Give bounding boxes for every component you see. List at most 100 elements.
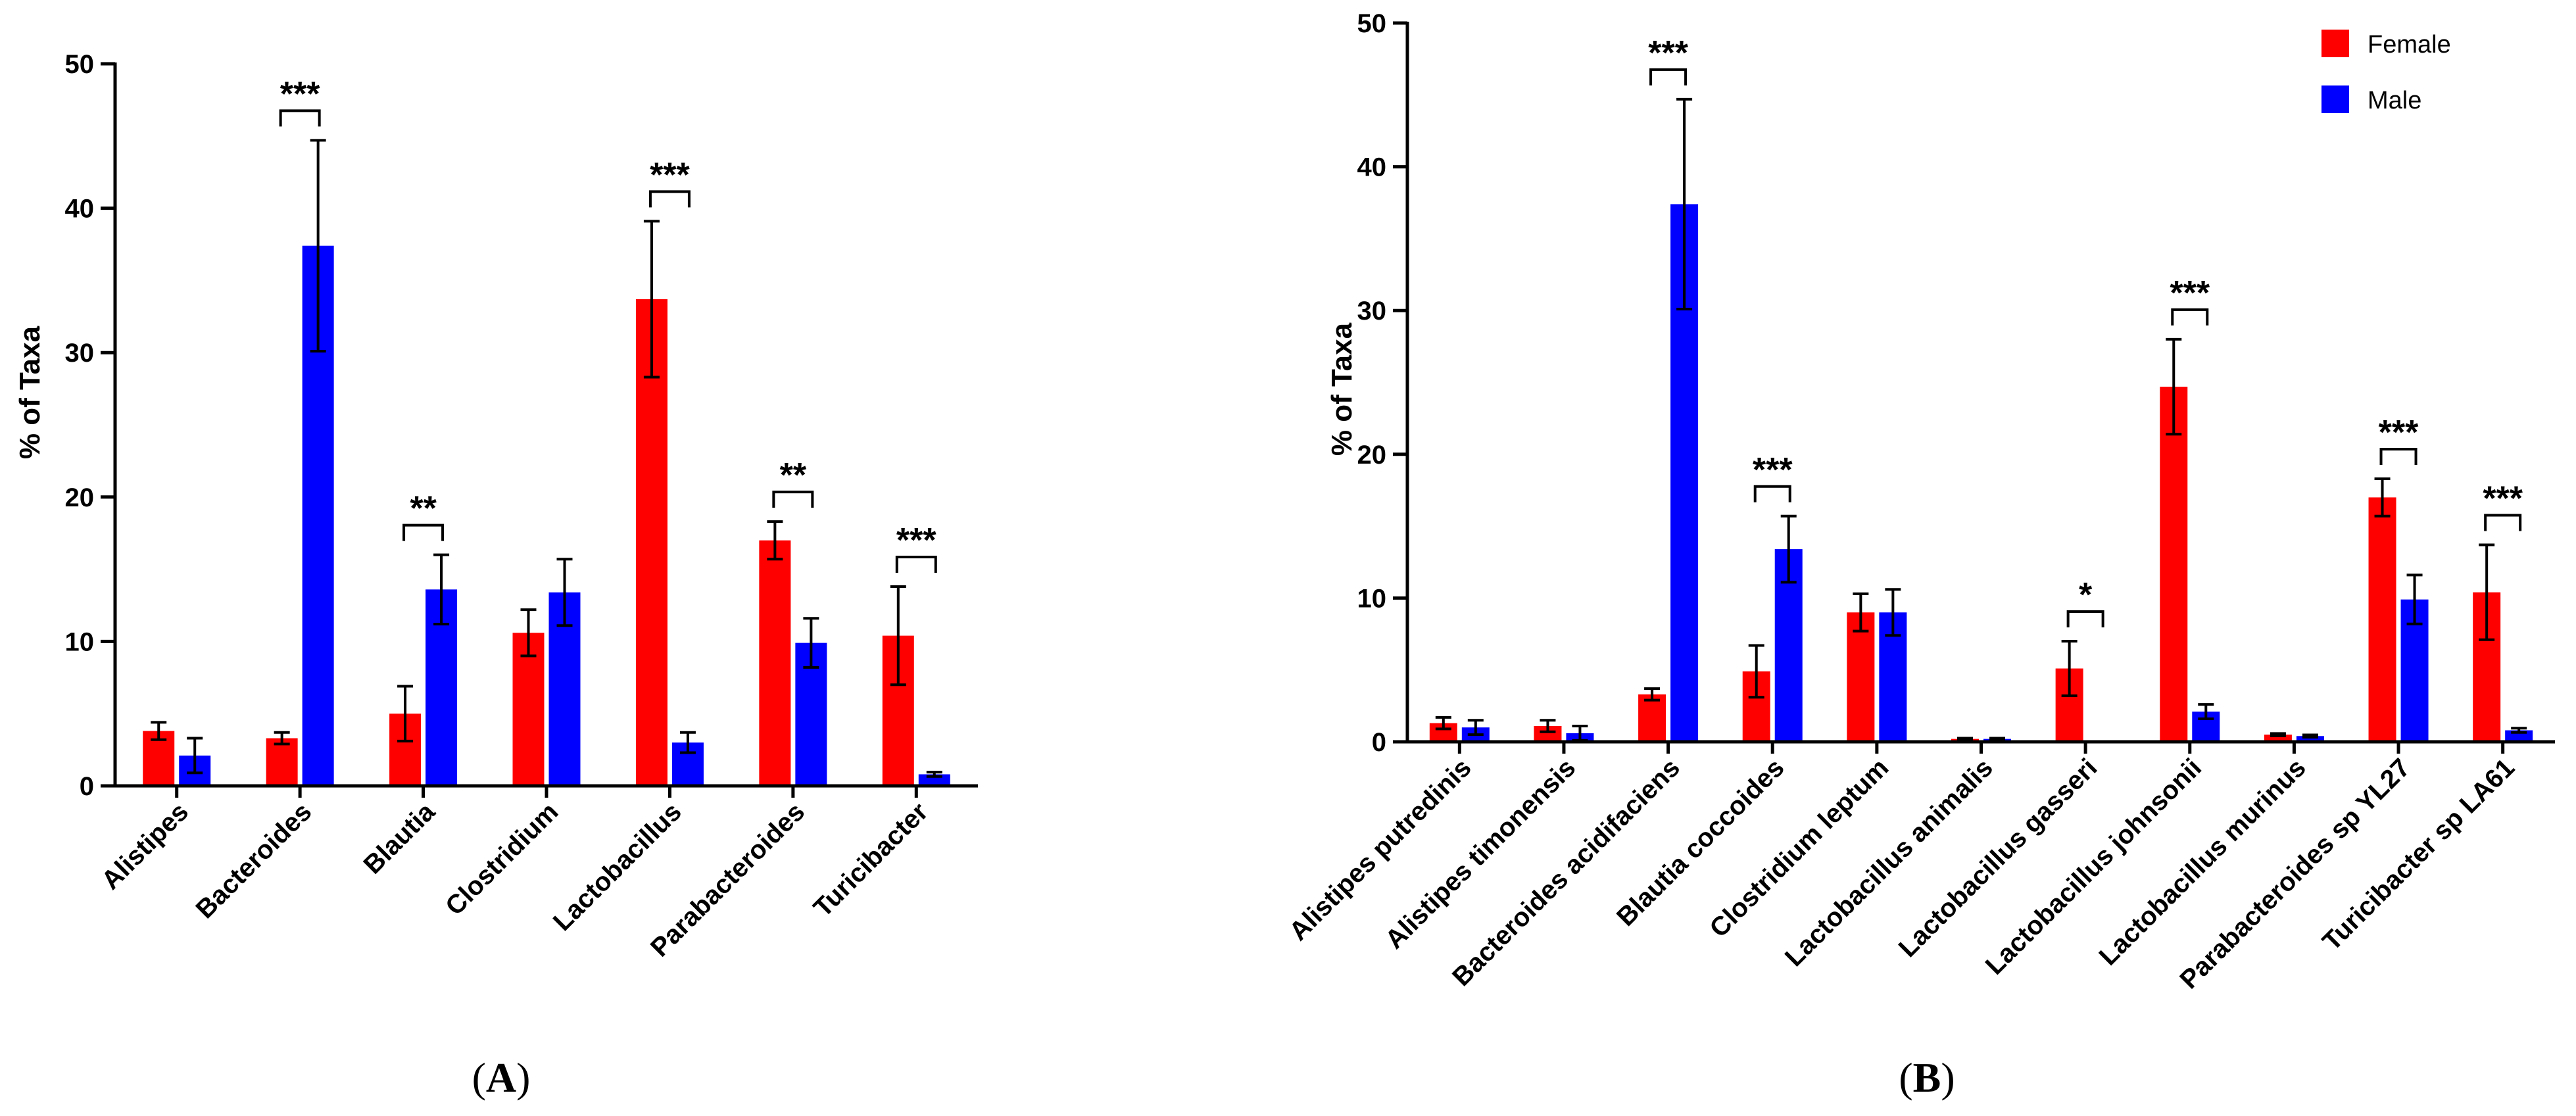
panel-b-bar-male-8 [2296, 736, 2324, 742]
panel-a-significance: ************* [279, 75, 937, 573]
panel-b-errorbar-female-0 [1435, 716, 1451, 731]
panel-b-bar-female-7 [2160, 387, 2188, 742]
panel-a-bar-female-5 [759, 540, 791, 786]
panel-b-sig-bracket-10: *** [2483, 480, 2523, 531]
panel-b-errorbar-male-10 [2511, 727, 2527, 734]
panel-b-category-label-4: Clostridium leptum [1704, 753, 1894, 943]
panel-b-sig-label-10: *** [2483, 480, 2523, 518]
panel-a-sig-bracket-2: ** [402, 490, 445, 541]
legend-label-male: Male [2368, 87, 2421, 114]
panel-a-errorbar-female-2 [397, 685, 414, 742]
panel-a-bars [143, 139, 950, 786]
panel-b-ytick-label-30: 30 [1357, 297, 1387, 326]
panel-a-sig-label-1: *** [280, 75, 320, 113]
panel-a-category-label-0: Alistipes [96, 797, 194, 895]
panel-a-label: (A) [472, 1054, 531, 1101]
panel-b-label: (B) [1899, 1054, 1955, 1101]
panel-b-errorbar-female-5 [1957, 737, 1973, 741]
panel-a-errorbar-male-1 [310, 139, 326, 353]
panel-a-sig-label-4: *** [650, 156, 690, 194]
panel-b-category-label-7: Lactobacillus johnsonii [1980, 753, 2207, 980]
panel-a-sig-bracket-6: *** [895, 522, 937, 573]
panel-b-category-label-6: Lactobacillus gasseri [1893, 753, 2103, 963]
panel-a-bar-female-1 [266, 738, 298, 786]
panel-b-errorbar-female-3 [1748, 644, 1764, 699]
panel-b-sig-label-3: *** [1753, 451, 1793, 489]
panel-b-errorbar-female-8 [2270, 732, 2286, 737]
panel-b-y-axis-title: % of Taxa [1326, 322, 1358, 456]
panel-b-sig-label-2: *** [1648, 34, 1688, 72]
legend-swatch-male [2321, 85, 2349, 113]
panel-b-errorbar-female-6 [2061, 639, 2078, 698]
panel-a-errorbar-female-0 [151, 721, 167, 741]
panel-a-bar-female-3 [512, 633, 545, 786]
panel-a-errorbar-male-2 [433, 553, 450, 626]
panel-b-sig-label-9: *** [2379, 414, 2419, 452]
panel-a-sig-label-6: *** [896, 522, 936, 560]
panel-b-bar-female-9 [2368, 497, 2396, 742]
panel-b-y-ticks: 0 10 20 30 40 50 [1357, 9, 1407, 757]
panel-b-bars [1429, 97, 2533, 742]
panel-b-errorbar-female-10 [2479, 543, 2495, 641]
panel-b-label-open: ( [1899, 1054, 1912, 1101]
panel-b-errorbar-male-3 [1780, 514, 1797, 584]
panel-a-errorbar-male-3 [556, 558, 573, 627]
panel-b-category-label-5: Lactobacillus animalis [1780, 753, 1999, 972]
panel-b-errorbar-male-7 [2198, 703, 2214, 721]
panel-b-errorbar-male-8 [2302, 733, 2318, 739]
panel-a-category-label-1: Bacteroides [190, 797, 317, 924]
panel-b-errorbar-male-9 [2406, 573, 2423, 625]
panel-b-bar-female-4 [1847, 612, 1875, 742]
panel-a-category-label-2: Blautia [358, 797, 441, 880]
panel-b-ytick-label-10: 10 [1357, 584, 1387, 613]
panel-b-errorbar-female-9 [2374, 477, 2391, 518]
panel-b-errorbar-male-2 [1676, 97, 1693, 311]
panel-a-ytick-label-50: 50 [65, 50, 95, 79]
panel-b-category-label-1: Alistipes timonensis [1380, 753, 1581, 954]
panel-b-sig-label-6: * [2079, 576, 2093, 614]
panel-b-errorbar-female-1 [1540, 719, 1556, 733]
panel-b-ytick-label-0: 0 [1372, 728, 1386, 757]
panel-b-ytick-label-20: 20 [1357, 441, 1387, 470]
panel-a-category-label-3: Clostridium [440, 797, 564, 921]
panel-b-bar-female-2 [1638, 694, 1666, 742]
panel-b-sig-bracket-3: *** [1753, 451, 1793, 502]
panel-a-sig-label-2: ** [410, 490, 437, 528]
panel-a-errorbar-male-6 [926, 771, 942, 778]
panel-b-sig-bracket-7: *** [2170, 274, 2210, 326]
panel-b-ytick-label-50: 50 [1357, 9, 1387, 38]
panel-b-label-close: ) [1941, 1054, 1955, 1101]
panel-a-errorbar-female-4 [643, 220, 660, 379]
panel-a-errorbar-male-0 [187, 737, 203, 775]
panel-b-sig-bracket-2: *** [1648, 34, 1689, 85]
panel-a-category-label-6: Turicibacter [808, 797, 934, 923]
panel-a-ytick-label-30: 30 [65, 339, 95, 368]
panel-b-errorbar-female-7 [2166, 337, 2182, 436]
panel-b-label-letter: B [1913, 1054, 1941, 1101]
panel-b-errorbar-female-2 [1644, 687, 1661, 702]
panel-a-label-open: ( [472, 1054, 486, 1101]
panel-a-errorbar-female-5 [767, 520, 783, 561]
panel-a-sig-label-5: ** [780, 456, 807, 495]
panel-a-errorbar-female-3 [520, 608, 537, 658]
panel-a-ytick-label-20: 20 [65, 483, 95, 512]
panel-a-sig-bracket-5: ** [772, 456, 814, 508]
legend-label-female: Female [2368, 31, 2451, 59]
panel-a-errorbar-male-5 [803, 617, 819, 669]
panel-a-errorbar-male-4 [679, 731, 696, 754]
panel-b-category-label-8: Lactobacillus murinus [2093, 753, 2311, 971]
panel-b-bar-female-8 [2264, 735, 2292, 742]
panel-a-category-label-4: Lactobacillus [548, 797, 687, 936]
panel-a-ytick-label-10: 10 [65, 627, 95, 656]
panel-b-category-label-10: Turicibacter sp LA61 [2317, 753, 2520, 956]
panel-a-errorbar-female-1 [274, 731, 290, 746]
panel-b-sig-label-7: *** [2170, 274, 2210, 312]
panel-a-sig-bracket-1: *** [279, 75, 321, 127]
panel-a-sig-bracket-4: *** [648, 156, 691, 208]
panel-b-sig-bracket-9: *** [2379, 414, 2419, 465]
panel-b-errorbar-male-4 [1885, 588, 1901, 637]
